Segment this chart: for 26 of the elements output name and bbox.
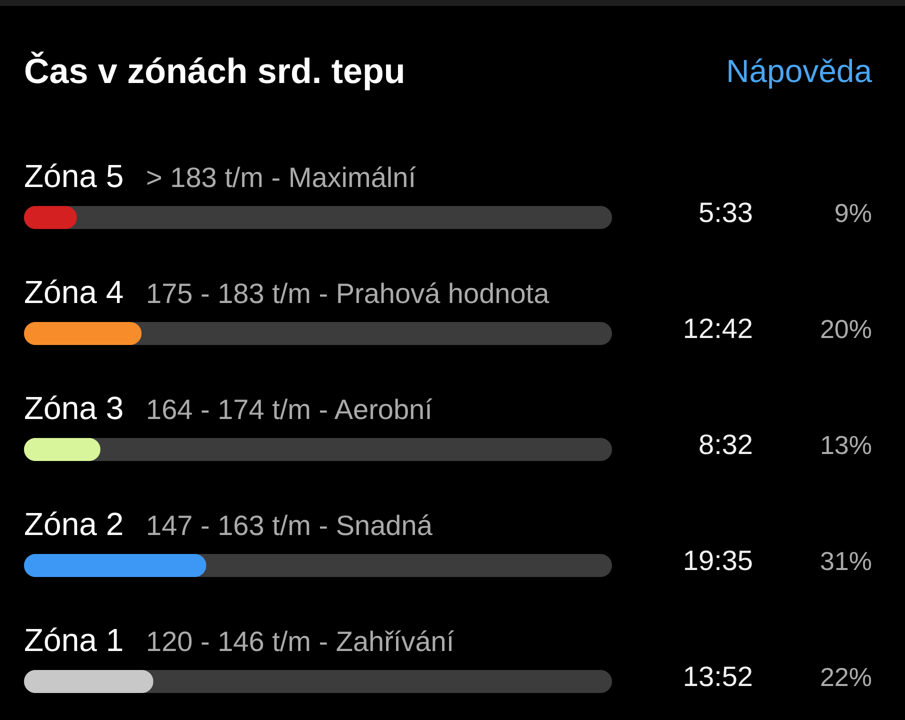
annotation: 120 - 146 t/m - Zahřívání <box>146 626 454 657</box>
y-tick-label: Zóna 5 <box>24 158 124 194</box>
data-label: 9% <box>834 198 872 228</box>
data-label: 13% <box>820 430 872 460</box>
chart-title: Čas v zónách srd. tepu <box>24 51 406 91</box>
text: 13:52 <box>682 661 753 692</box>
annotation: 164 - 174 t/m - Aerobní <box>146 394 433 425</box>
y-tick-label: Zóna 4 <box>24 274 124 310</box>
y-tick-label: Zóna 1 <box>24 622 124 658</box>
text: 5:33 <box>698 197 753 228</box>
annotation: 175 - 183 t/m - Prahová hodnota <box>146 278 550 309</box>
annotation: 147 - 163 t/m - Snadná <box>146 510 433 541</box>
bar <box>24 438 100 461</box>
y-tick-label: Zóna 3 <box>24 390 124 426</box>
data-label: 22% <box>820 662 872 692</box>
bar <box>24 670 154 693</box>
text: 19:35 <box>682 545 753 576</box>
text: 8:32 <box>698 429 753 460</box>
data-label: 20% <box>820 314 872 344</box>
data-label: 31% <box>820 546 872 576</box>
text: Nápověda <box>726 53 872 89</box>
y-tick-label: Zóna 2 <box>24 506 124 542</box>
text: 12:42 <box>682 313 753 344</box>
bar <box>24 554 206 577</box>
bar <box>24 322 142 345</box>
annotation: > 183 t/m - Maximální <box>146 162 416 193</box>
